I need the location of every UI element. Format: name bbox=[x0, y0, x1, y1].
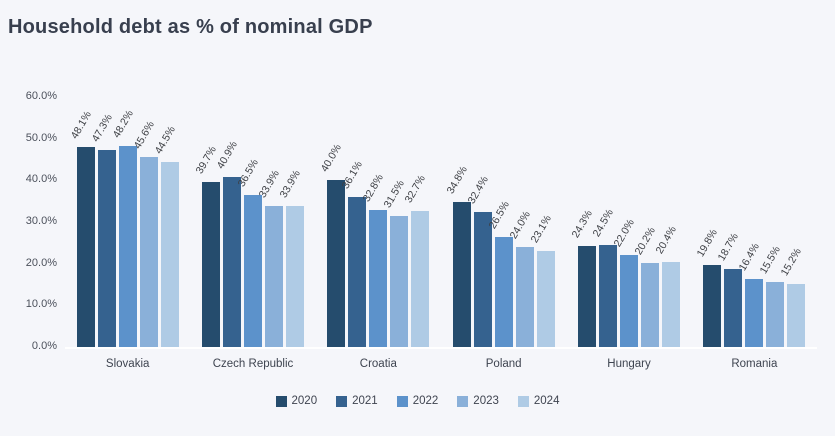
bar-value-label: 32.7% bbox=[402, 172, 429, 205]
bar bbox=[724, 269, 743, 347]
bar bbox=[202, 181, 220, 347]
bar bbox=[390, 215, 409, 347]
y-axis-tick-label: 0.0% bbox=[31, 340, 57, 352]
bar bbox=[703, 264, 722, 347]
bar bbox=[139, 157, 158, 347]
y-axis-tick-label: 50.0% bbox=[25, 131, 57, 144]
bar bbox=[160, 161, 179, 347]
x-axis-category-label: Czech Republic bbox=[212, 358, 294, 370]
bar bbox=[494, 236, 513, 347]
bar bbox=[223, 176, 241, 347]
bar bbox=[286, 205, 304, 347]
legend-label: 2021 bbox=[352, 395, 378, 407]
bar-value-label: 24.5% bbox=[590, 207, 616, 239]
x-axis-category-label: Croatia bbox=[359, 358, 397, 370]
x-axis-category-label: Slovakia bbox=[105, 358, 150, 370]
bar bbox=[473, 212, 492, 347]
legend-item: 2022 bbox=[396, 395, 439, 407]
plot-area: 48.1% 47.3% 48.2% 45.6% 44.5% 39.7% 40.9% 36.5%… bbox=[65, 97, 817, 349]
bar-value-label: 15.2% bbox=[778, 245, 805, 278]
bar-value-label: 33.9% bbox=[277, 167, 303, 200]
bar bbox=[787, 283, 806, 347]
bar bbox=[620, 255, 638, 347]
bar bbox=[745, 278, 764, 347]
bar bbox=[97, 149, 116, 347]
bar bbox=[244, 194, 262, 347]
legend-item: 2023 bbox=[457, 395, 499, 407]
legend-item: 2021 bbox=[336, 395, 378, 407]
bar bbox=[662, 262, 680, 347]
bar-value-label: 23.1% bbox=[528, 212, 554, 245]
y-axis-tick-label: 30.0% bbox=[25, 215, 57, 227]
bar-value-label: 32.8% bbox=[360, 172, 387, 205]
legend-label: 2024 bbox=[533, 395, 560, 407]
y-axis-tick-label: 20.0% bbox=[25, 256, 57, 269]
bar bbox=[515, 247, 534, 347]
legend-swatch-icon bbox=[336, 395, 348, 407]
legend-label: 2020 bbox=[291, 395, 318, 407]
bar-value-label: 32.4% bbox=[465, 174, 491, 206]
legend: 2020 2021 2022 2023 2024 bbox=[0, 395, 835, 407]
y-axis-tick-label: 40.0% bbox=[25, 173, 57, 186]
bar-value-label: 24.3% bbox=[569, 207, 595, 240]
bar-value-label: 40.9% bbox=[214, 138, 240, 171]
bar-value-label: 39.7% bbox=[193, 143, 219, 176]
y-axis-tick-label: 60.0% bbox=[25, 90, 57, 102]
bar-value-label: 48.2% bbox=[110, 108, 136, 141]
bar-value-label: 36.5% bbox=[235, 157, 261, 189]
legend-swatch-icon bbox=[457, 395, 469, 407]
bar-value-label: 40.0% bbox=[318, 142, 345, 175]
bar-value-label: 34.8% bbox=[444, 164, 470, 196]
bar bbox=[578, 245, 596, 347]
bar-value-label: 20.4% bbox=[653, 224, 679, 256]
bar-value-label: 33.9% bbox=[256, 167, 282, 200]
bar bbox=[536, 250, 555, 347]
bar-value-label: 31.5% bbox=[381, 177, 408, 210]
chart-title: Household debt as % of nominal GDP bbox=[8, 16, 373, 38]
bar bbox=[265, 205, 283, 347]
bar-value-label: 18.7% bbox=[715, 231, 742, 264]
legend-item: 2024 bbox=[517, 395, 560, 407]
x-axis-category-label: Romania bbox=[731, 358, 778, 370]
bar-value-label: 20.2% bbox=[632, 225, 658, 257]
bar-value-label: 36.1% bbox=[339, 158, 366, 191]
bar-value-label: 44.5% bbox=[152, 123, 178, 156]
bar bbox=[766, 282, 785, 347]
legend-swatch-icon bbox=[517, 395, 529, 407]
legend-swatch-icon bbox=[275, 395, 287, 407]
bar bbox=[348, 196, 367, 347]
bar bbox=[411, 210, 430, 347]
bar bbox=[641, 262, 659, 347]
bar bbox=[327, 180, 346, 347]
bar bbox=[118, 146, 137, 347]
bar-value-label: 47.3% bbox=[89, 112, 115, 144]
bar bbox=[599, 244, 617, 347]
legend-item: 2020 bbox=[275, 395, 318, 407]
y-axis-tick-label: 10.0% bbox=[25, 298, 57, 311]
x-axis-category-label: Hungary bbox=[607, 358, 651, 370]
bar-value-label: 45.6% bbox=[131, 119, 157, 151]
bar bbox=[452, 202, 471, 347]
legend-swatch-icon bbox=[396, 395, 408, 407]
x-axis-category-label: Poland bbox=[485, 358, 522, 370]
legend-label: 2023 bbox=[473, 395, 499, 407]
bar bbox=[76, 146, 95, 347]
legend-label: 2022 bbox=[412, 395, 439, 407]
bar-value-label: 22.0% bbox=[611, 217, 637, 250]
bar bbox=[369, 210, 388, 347]
